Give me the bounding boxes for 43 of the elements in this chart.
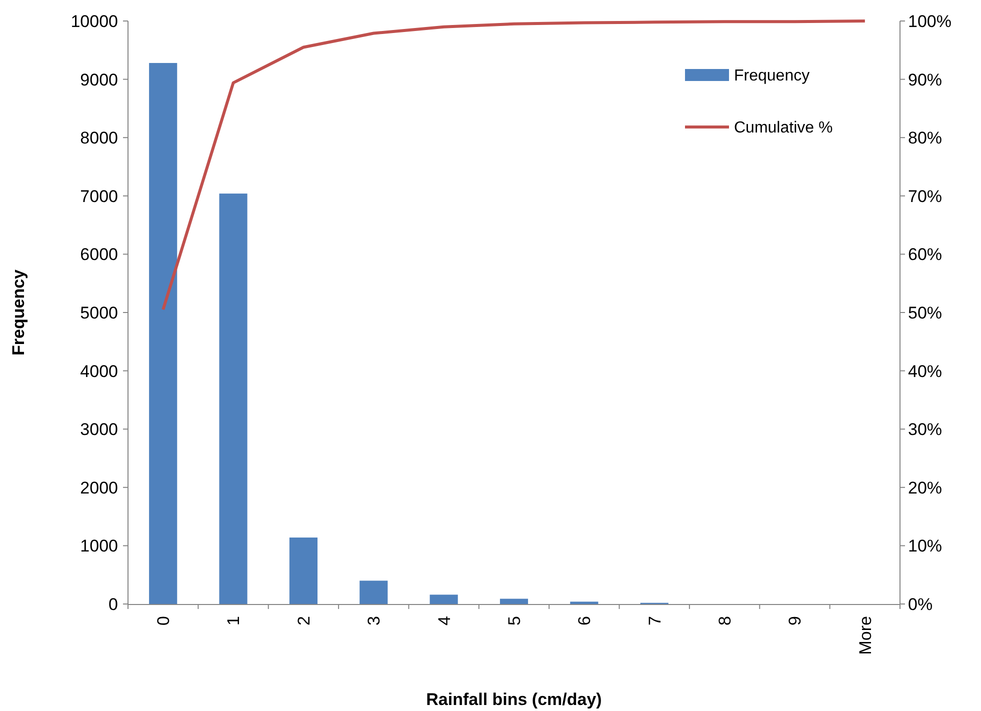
y-tick-label: 3000: [80, 420, 118, 440]
y2-tick-label: 50%: [908, 303, 942, 322]
bar: [430, 594, 458, 604]
y2-tick-label: 100%: [908, 12, 952, 31]
line-series: [162, 20, 866, 312]
bar: [219, 194, 248, 604]
bar: [289, 538, 318, 604]
x-tick-label: More: [856, 616, 875, 655]
y2-tick-label: 40%: [908, 362, 942, 381]
bar: [500, 598, 528, 604]
y-tick-label: 2000: [80, 478, 118, 498]
y2-tick-label: 0%: [908, 594, 933, 614]
x-tick-label: 2: [294, 616, 314, 626]
y-tick-label: 8000: [80, 128, 118, 148]
y-tick-label: 7000: [80, 186, 118, 206]
legend-label: Frequency: [734, 68, 810, 85]
y-axis-title: Frequency: [9, 268, 28, 356]
y2-tick-label: 80%: [908, 128, 942, 148]
y2-tick-label: 90%: [908, 70, 942, 90]
x-tick-label: 8: [715, 616, 734, 626]
x-tick-label: 3: [364, 616, 384, 626]
bar: [360, 580, 388, 604]
y2-tick-label: 60%: [908, 245, 942, 264]
x-tick-label: 1: [224, 616, 244, 626]
y2-tick-label: 30%: [908, 420, 942, 440]
y-tick-label: 6000: [80, 245, 118, 264]
x-axis-title: Rainfall bins (cm/day): [426, 690, 602, 709]
x-tick-label: 6: [575, 616, 594, 626]
y-tick-label: 4000: [80, 362, 118, 381]
y2-tick-label: 10%: [908, 536, 942, 556]
x-tick-label: 5: [504, 616, 524, 626]
legend-label: Cumulative %: [734, 120, 833, 137]
y-tick-label: 1000: [80, 536, 118, 556]
y-tick-label: 10000: [70, 12, 118, 31]
bar: [149, 62, 178, 604]
x-tick-label: 7: [645, 616, 664, 626]
x-tick-label: 9: [786, 616, 805, 626]
x-tick-label: 4: [434, 616, 454, 626]
x-tick-label: 0: [154, 616, 174, 626]
y2-tick-label: 20%: [908, 478, 942, 498]
y-tick-label: 9000: [80, 70, 118, 90]
y2-tick-label: 70%: [908, 186, 942, 206]
y-tick-label: 5000: [80, 303, 118, 322]
